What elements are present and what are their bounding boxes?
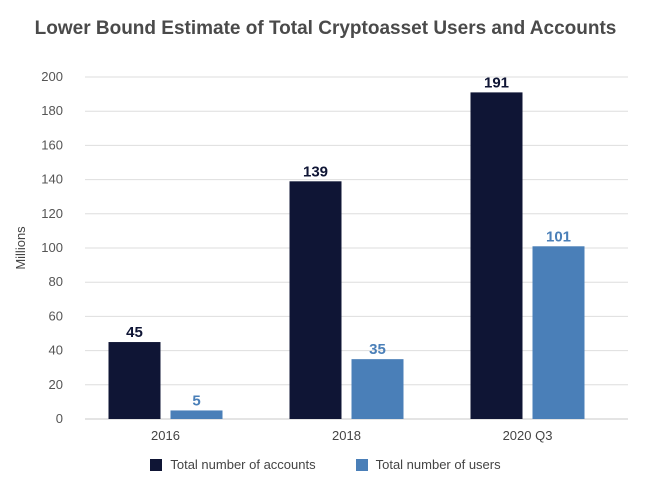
y-tick-label: 60 [49,308,63,323]
data-label: 5 [192,392,200,409]
y-tick-label: 180 [41,103,63,118]
legend-item-accounts: Total number of accounts [150,457,316,472]
y-tick-label: 160 [41,137,63,152]
data-label: 101 [546,228,571,245]
data-label: 191 [484,74,509,91]
legend-label-users: Total number of users [375,457,501,472]
bar [470,92,523,419]
chart-title: Lower Bound Estimate of Total Cryptoasse… [34,18,617,39]
data-label: 45 [126,324,143,341]
y-tick-label: 40 [49,343,63,358]
legend-swatch-users [355,458,368,471]
legend-swatch-accounts [150,458,163,471]
bar [532,246,585,419]
legend-item-users: Total number of users [355,457,501,472]
data-label: 35 [369,341,386,358]
bar [170,410,223,419]
x-tick-label: 2016 [151,428,180,443]
y-tick-label: 200 [41,69,63,84]
y-tick-label: 120 [41,206,63,221]
data-label: 139 [303,163,328,180]
y-tick-label: 140 [41,172,63,187]
y-tick-label: 100 [41,240,63,255]
legend-label-accounts: Total number of accounts [170,457,316,472]
bar [351,359,404,419]
x-tick-label: 2020 Q3 [503,428,553,443]
y-tick-label: 20 [49,377,63,392]
legend: Total number of accounts Total number of… [0,457,651,472]
bar [289,181,342,419]
y-axis-label: Millions [13,226,28,270]
y-tick-label: 0 [56,411,63,426]
bar [108,342,161,419]
y-tick-label: 80 [49,274,63,289]
x-tick-label: 2018 [332,428,361,443]
